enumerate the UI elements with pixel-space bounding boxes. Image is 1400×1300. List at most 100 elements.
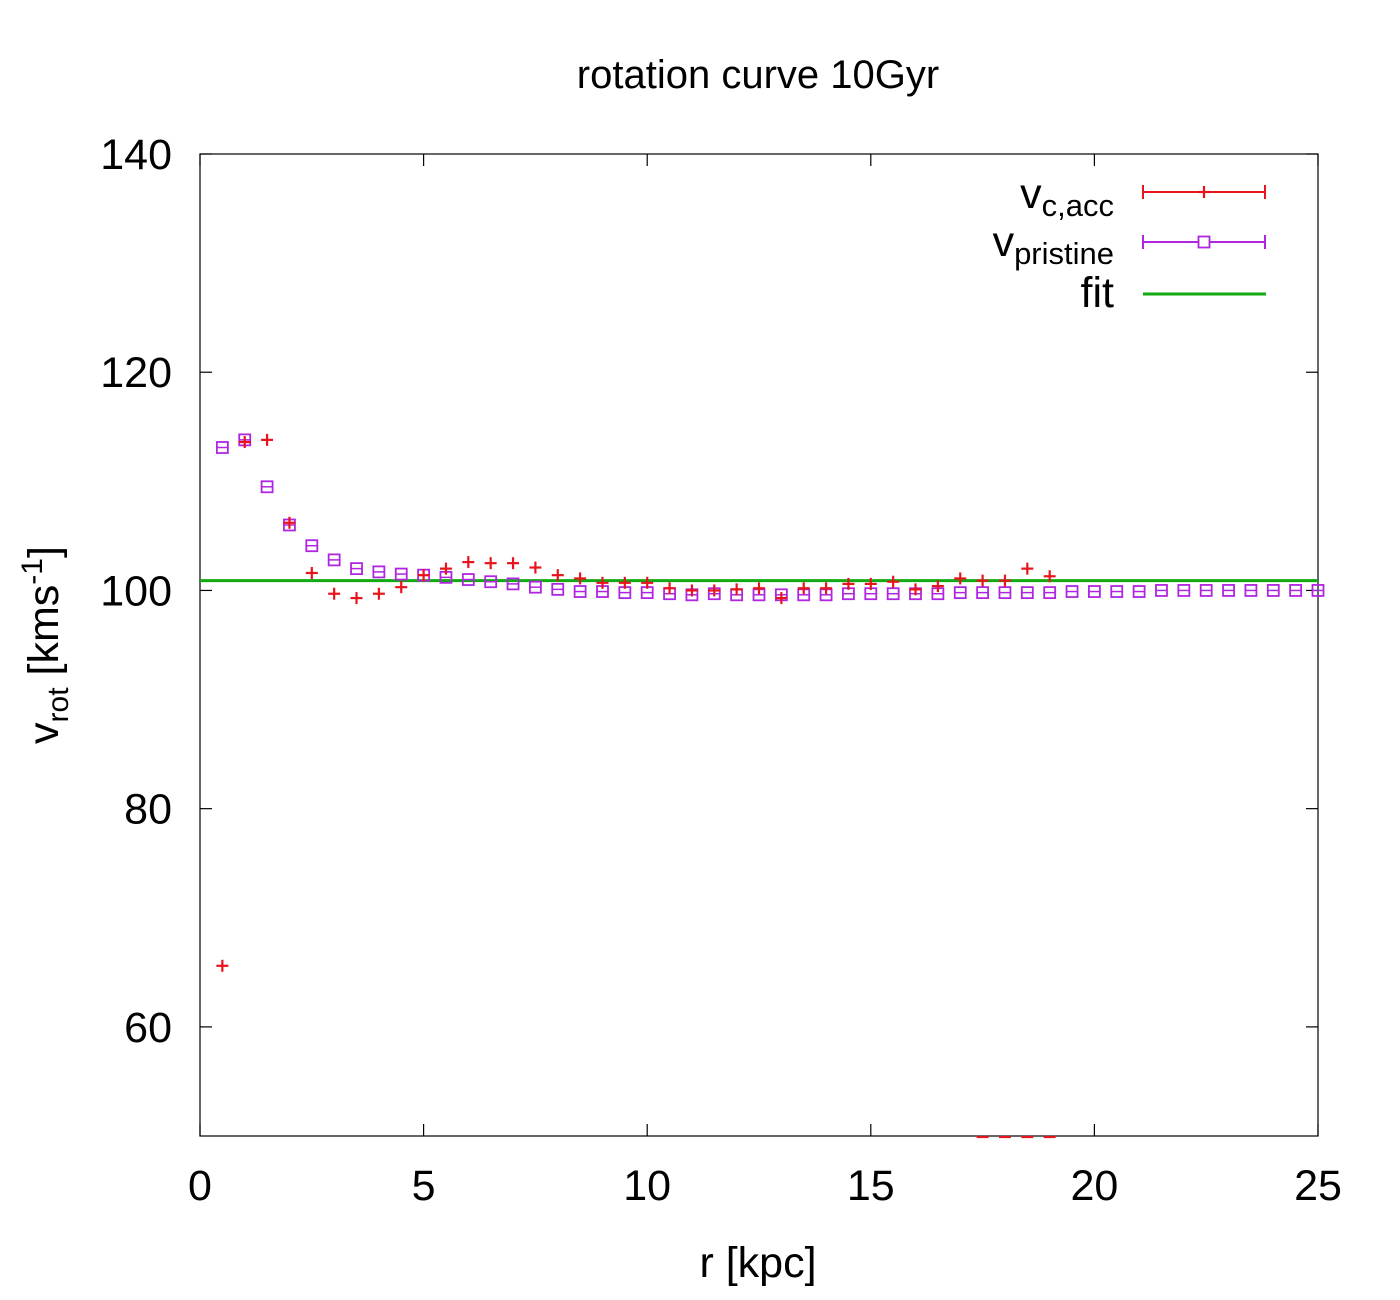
- y-tick-label: 120: [100, 349, 172, 397]
- acc-point: [1021, 562, 1034, 575]
- y-axis-label: vrot [kms-1]: [16, 546, 75, 744]
- pristine-point: [461, 573, 475, 586]
- y-label-main: v: [20, 722, 68, 744]
- acc-point: [708, 584, 721, 597]
- acc-point: [909, 583, 922, 596]
- x-tick-label: 5: [412, 1162, 436, 1210]
- acc-point: [574, 572, 587, 585]
- y-tick-label: 60: [124, 1004, 172, 1052]
- y-label-unit: [kms: [20, 585, 68, 688]
- x-tick-label: 0: [188, 1162, 212, 1210]
- x-tick-label: 10: [623, 1162, 671, 1210]
- legend: vc,acc vpristine fit: [993, 170, 1266, 317]
- acc-point: [439, 562, 452, 575]
- legend-sample-pristine: [1142, 235, 1266, 249]
- y-tick-label: 140: [100, 131, 172, 179]
- acc-point: [998, 574, 1011, 587]
- y-label-sub: rot: [42, 687, 75, 723]
- acc-point: [663, 582, 676, 595]
- pristine-point: [260, 480, 274, 494]
- pristine-point: [998, 586, 1012, 600]
- legend-label-pristine: vpristine: [993, 218, 1114, 271]
- pristine-point: [886, 587, 900, 601]
- acc-point: [305, 566, 318, 579]
- acc-point: [529, 561, 542, 574]
- pristine-point: [1177, 584, 1191, 597]
- pristine-point: [1020, 586, 1034, 600]
- acc-point: [216, 959, 229, 972]
- x-tick-label: 25: [1294, 1162, 1342, 1210]
- acc-point: [976, 574, 989, 587]
- pristine-point: [215, 441, 229, 454]
- acc-point: [551, 569, 564, 582]
- y-label-close: ]: [20, 546, 68, 558]
- acc-point: [797, 582, 810, 595]
- y-label-sup: -1: [16, 558, 49, 585]
- legend-sample-acc: [1142, 185, 1266, 199]
- acc-point: [775, 592, 788, 605]
- pristine-point: [976, 586, 989, 600]
- legend-label-fit: fit: [1081, 269, 1115, 317]
- x-tick-label: 20: [1070, 1162, 1118, 1210]
- pristine-point: [953, 586, 967, 600]
- pristine-point: [1244, 584, 1258, 597]
- acc-point: [507, 557, 520, 570]
- pristine-point: [1222, 584, 1235, 597]
- acc-point: [596, 576, 609, 589]
- pristine-point: [1311, 584, 1325, 597]
- plot-area-frame: [199, 153, 1319, 1137]
- acc-point: [283, 516, 296, 529]
- acc-point: [753, 582, 765, 595]
- acc-point: [484, 557, 497, 570]
- pristine-point: [551, 582, 565, 596]
- acc-point: [328, 587, 341, 600]
- chart-title: rotation curve 10Gyr: [577, 53, 939, 97]
- acc-point: [395, 581, 408, 594]
- y-axis-label-text: vrot [kms-1]: [16, 546, 75, 744]
- legend-entry-fit: fit: [1081, 269, 1266, 317]
- acc-point: [618, 576, 631, 589]
- legend-label-acc: vc,acc: [1020, 170, 1114, 223]
- acc-point: [372, 587, 385, 600]
- pristine-point: [1289, 584, 1303, 597]
- pristine-point: [484, 575, 498, 589]
- legend-marker-pristine: [1197, 235, 1211, 249]
- pristine-point: [1088, 585, 1101, 598]
- pristine-point: [1065, 585, 1079, 598]
- acc-point: [261, 433, 274, 446]
- acc-point: [350, 592, 363, 605]
- y-tick-label: 100: [100, 567, 172, 615]
- acc-point: [730, 583, 743, 596]
- pristine-point: [529, 580, 542, 594]
- acc-point: [820, 582, 833, 595]
- acc-point: [887, 575, 900, 588]
- x-axis: 0 5 10 15 20 25: [188, 154, 1342, 1210]
- y-tick-label: 80: [124, 786, 172, 834]
- pristine-point: [305, 539, 319, 553]
- legend-entry-acc: vc,acc: [1020, 170, 1266, 223]
- acc-point: [842, 577, 855, 590]
- acc-point: [641, 576, 654, 589]
- pristine-point: [1110, 585, 1124, 598]
- pristine-series: [215, 433, 1325, 602]
- acc-point: [1043, 570, 1056, 583]
- acc-point: [685, 584, 698, 597]
- acc-point: [417, 569, 430, 582]
- pristine-point: [350, 562, 363, 576]
- pristine-point: [1155, 584, 1168, 597]
- acc-point: [864, 577, 877, 590]
- legend-entry-pristine: vpristine: [993, 218, 1266, 271]
- pristine-point: [372, 565, 386, 579]
- acc-point: [954, 572, 967, 585]
- acc-point: [238, 436, 251, 449]
- pristine-point: [573, 585, 587, 598]
- y-axis: 60 80 100 120 140: [100, 131, 1318, 1052]
- pristine-point: [1043, 586, 1057, 600]
- pristine-point: [1132, 585, 1146, 598]
- acc-point: [931, 580, 944, 593]
- acc-series: [216, 433, 1056, 972]
- acc-point: [462, 556, 475, 569]
- pristine-point: [394, 567, 408, 581]
